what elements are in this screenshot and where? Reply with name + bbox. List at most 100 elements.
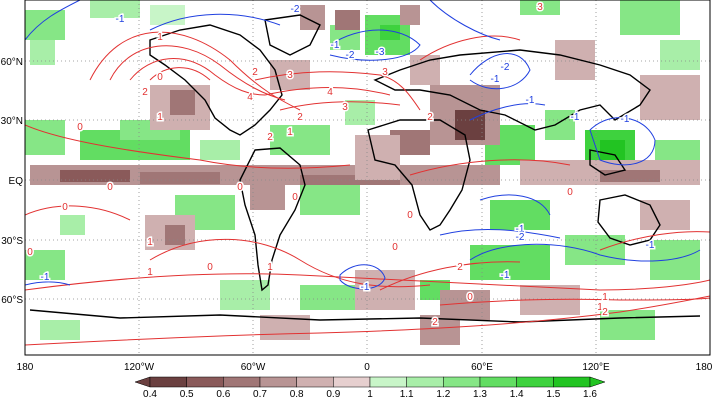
contour-label: 4 [247, 92, 253, 103]
lat-label: 30°S [1, 236, 23, 247]
contour-label: 1 [157, 32, 163, 43]
contour-label: 2 [602, 307, 608, 318]
shade-cell [545, 110, 575, 140]
contour-label: 2 [432, 317, 438, 328]
contour-label: -1 [571, 112, 580, 123]
shade-cell [640, 75, 700, 120]
colorbar-swatch [406, 376, 444, 388]
contour-label: 3 [537, 2, 543, 13]
contour-label: -1 [516, 224, 525, 235]
contour-label: 1 [157, 112, 163, 123]
contour-label: 3 [382, 67, 388, 78]
lon-label: 120°W [124, 362, 155, 373]
colorbar: 0.4 0.5 0.6 0.7 0.8 0.9 1 1.1 1.2 1.3 1.4 1.5 1.6 [134, 376, 606, 400]
contour-label: 1 [602, 292, 608, 303]
contours-negative [25, 0, 701, 290]
contour-label: 2 [457, 262, 463, 273]
shade-cell [140, 172, 220, 184]
colorbar-tick-label: 1.3 [473, 389, 487, 400]
contour-label: 1 [147, 267, 153, 278]
shade-cell [170, 90, 195, 115]
contour-label: 0 [567, 187, 573, 198]
shade-cell [335, 10, 360, 30]
contour-label: -3 [376, 47, 385, 58]
colorbar-tick-label: 0.5 [180, 389, 194, 400]
shade-cell [220, 280, 270, 310]
contour-label: 0 [467, 292, 473, 303]
lat-label: 30°N [1, 116, 23, 127]
contour-label: 0 [62, 202, 68, 213]
contour-label: -1 [116, 14, 125, 25]
contour-label: -1 [331, 40, 340, 51]
colorbar-tick-label: 1.1 [400, 389, 414, 400]
contour-label: 2 [297, 112, 303, 123]
colorbar-swatch [186, 376, 224, 388]
contour-label: 2 [427, 112, 433, 123]
contour-label: 2 [142, 87, 148, 98]
colorbar-tick-label: 0.7 [253, 389, 267, 400]
coastlines [29, 14, 701, 323]
contour-label: 0 [237, 182, 243, 193]
contour-label: 1 [597, 302, 603, 313]
colorbar-tick-label: 1.2 [436, 389, 450, 400]
shade-cell [270, 125, 330, 155]
contour-label: -1 [526, 95, 535, 106]
shade-cell [345, 100, 375, 125]
shade-cell [30, 40, 55, 65]
contour-label: -2 [291, 4, 300, 15]
shade-cell [300, 175, 400, 185]
contour-label: 0 [77, 122, 83, 133]
contour-label: -2 [516, 232, 525, 243]
shade-cell [25, 250, 65, 280]
lon-label: 180 [17, 362, 34, 373]
colorbar-swatch [443, 376, 481, 388]
contour-label: 0 [107, 182, 113, 193]
shade-cell [300, 285, 360, 310]
shade-cell [555, 40, 595, 80]
contour-label: 2 [267, 132, 273, 143]
contours-positive [25, 31, 710, 346]
colorbar-swatch [296, 376, 334, 388]
contour-label: 0 [207, 262, 213, 273]
lat-label: 60°N [1, 57, 23, 68]
shade-cell [380, 25, 400, 40]
latitude-labels: 60°N 30°N EQ 30°S 60°S [1, 57, 24, 306]
contour-label: -1 [621, 114, 630, 125]
contour-label: -1 [646, 240, 655, 251]
shade-cell [60, 215, 85, 235]
lon-label: 60°E [471, 362, 493, 373]
shade-cell [90, 0, 140, 18]
shade-cell [600, 140, 625, 160]
colorbar-upper-arrow [589, 376, 606, 388]
colorbar-tick-label: 1.4 [510, 389, 524, 400]
lat-label: EQ [9, 176, 24, 187]
lon-label: 120°E [582, 362, 610, 373]
lon-label: 180 [696, 362, 713, 373]
shade-cell [400, 5, 420, 25]
shade-cell [250, 185, 285, 210]
contour-label: -1 [41, 272, 50, 283]
longitude-labels: 180 120°W 60°W 0 60°E 120°E 180 [17, 362, 713, 373]
contour-label: 1 [267, 262, 273, 273]
colorbar-tick-label: 1 [367, 389, 373, 400]
contour-label: 0 [407, 210, 413, 221]
shade-cell [650, 240, 700, 280]
colorbar-swatch [223, 376, 261, 388]
colorbar-tick-label: 0.8 [290, 389, 304, 400]
colorbar-tick-label: 0.6 [216, 389, 230, 400]
shade-cell [25, 120, 65, 155]
shade-cell [355, 135, 400, 180]
colorbar-swatch [333, 376, 371, 388]
shade-cell [660, 40, 700, 70]
shade-cell [410, 55, 440, 85]
shade-cell [620, 0, 680, 35]
colorbar-swatch [369, 376, 407, 388]
contour-label: -2 [346, 50, 355, 61]
contour-label: -1 [491, 74, 500, 85]
contour-label: -2 [501, 62, 510, 73]
shade-cell [25, 10, 65, 40]
colorbar-tick-label: 0.4 [143, 389, 157, 400]
colorbar-swatch [516, 376, 554, 388]
contour-label: 0 [27, 247, 33, 258]
